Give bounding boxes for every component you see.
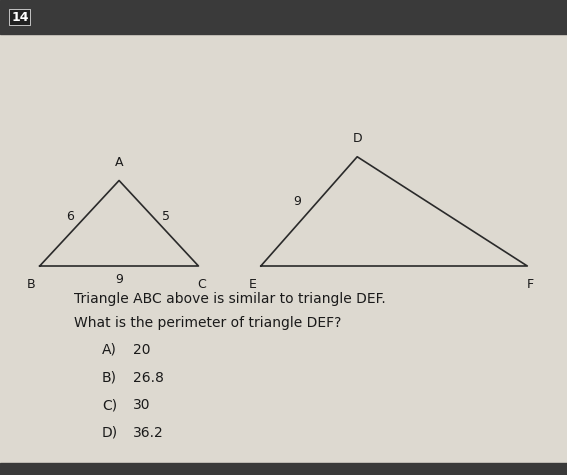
Text: 5: 5 xyxy=(162,209,170,223)
Text: 30: 30 xyxy=(133,398,151,412)
Text: B): B) xyxy=(102,370,117,384)
Text: C): C) xyxy=(102,398,117,412)
Text: 14: 14 xyxy=(11,10,28,24)
Text: 36.2: 36.2 xyxy=(133,426,164,439)
Text: E: E xyxy=(248,278,256,291)
Text: A: A xyxy=(115,156,123,169)
Text: 9: 9 xyxy=(294,195,302,209)
Bar xyxy=(0,463,567,475)
Text: What is the perimeter of triangle DEF?: What is the perimeter of triangle DEF? xyxy=(74,316,341,330)
Text: 20: 20 xyxy=(133,343,151,357)
Text: 9: 9 xyxy=(115,273,123,286)
Text: C: C xyxy=(197,278,206,291)
Text: 26.8: 26.8 xyxy=(133,370,164,384)
Text: 6: 6 xyxy=(66,209,74,223)
Text: D: D xyxy=(353,132,362,145)
Bar xyxy=(0,0,567,34)
Text: Triangle ABC above is similar to triangle DEF.: Triangle ABC above is similar to triangl… xyxy=(74,292,386,306)
Text: F: F xyxy=(527,278,534,291)
Text: B: B xyxy=(27,278,36,291)
Text: A): A) xyxy=(102,343,117,357)
Text: D): D) xyxy=(102,426,118,439)
